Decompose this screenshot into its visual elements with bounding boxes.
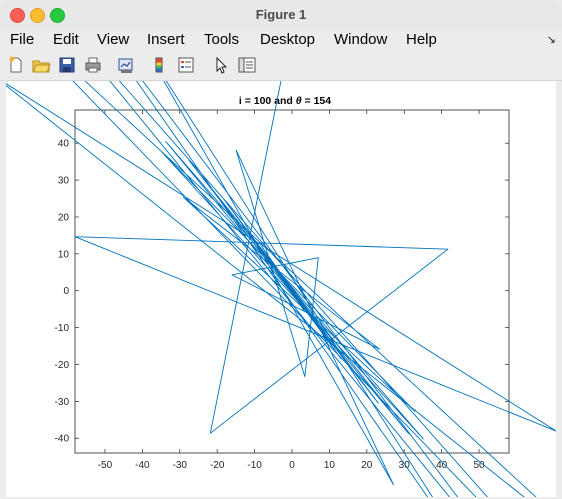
x-tick-label: 50 — [474, 460, 486, 471]
y-tick-label: -20 — [55, 360, 70, 371]
menu-edit[interactable]: Edit — [53, 31, 79, 48]
x-tick-label: 0 — [289, 460, 295, 471]
y-tick-label: -40 — [55, 434, 70, 445]
menu-tools[interactable]: Tools — [204, 31, 240, 48]
toolbar — [0, 51, 562, 81]
chart-title-suffix: = 154 — [302, 95, 332, 107]
x-tick-label: 20 — [361, 460, 373, 471]
right-edge — [556, 81, 562, 497]
y-tick-label: -10 — [55, 323, 70, 334]
print-icon[interactable] — [83, 55, 103, 75]
pointer-icon[interactable] — [211, 55, 231, 75]
y-tick-label: 20 — [58, 212, 70, 223]
y-tick-label: -30 — [55, 397, 70, 408]
minimize-window-button[interactable] — [30, 8, 45, 23]
new-figure-icon[interactable] — [6, 55, 26, 75]
y-tick-label: 10 — [58, 249, 70, 260]
menu-bar: File Edit View Insert Tools Desktop Wind… — [0, 30, 562, 50]
x-tick-label: 10 — [324, 460, 336, 471]
x-tick-label: -10 — [247, 460, 262, 471]
plot-svg: i = 100 and θ = 154 -50 -40 -30 -20 -10 0 10 20… — [6, 81, 556, 497]
series-layer — [6, 81, 556, 497]
open-file-icon[interactable] — [31, 55, 51, 75]
menu-file[interactable]: File — [10, 31, 35, 48]
colorbar-icon[interactable] — [149, 55, 169, 75]
x-tick-label: -50 — [98, 460, 113, 471]
menu-desktop[interactable]: Desktop — [260, 31, 316, 48]
title-bar: Figure 1 — [0, 0, 562, 31]
maximize-window-button[interactable] — [50, 8, 65, 23]
y-tick-label: 30 — [58, 176, 70, 187]
y-tick-label: 40 — [58, 139, 70, 150]
window-title: Figure 1 — [255, 7, 307, 22]
property-editor-icon[interactable] — [237, 55, 257, 75]
x-tick-label: 30 — [399, 460, 411, 471]
menu-insert[interactable]: Insert — [147, 31, 185, 48]
toolbar-dock-arrow-icon[interactable]: ↘ — [546, 34, 556, 46]
menu-window[interactable]: Window — [334, 31, 388, 48]
figure-canvas[interactable]: i = 100 and θ = 154 -50 -40 -30 -20 -10 0 10 20… — [6, 81, 556, 497]
y-axis: 40 30 20 10 0 -10 -20 -30 -40 — [55, 139, 509, 445]
y-tick-label: 0 — [63, 286, 69, 297]
chart-title: i = 100 and θ = 154 — [239, 95, 331, 107]
x-tick-label: 40 — [436, 460, 448, 471]
save-icon[interactable] — [57, 55, 77, 75]
series-line[interactable] — [6, 81, 556, 497]
x-axis: -50 -40 -30 -20 -10 0 10 20 30 40 50 — [98, 110, 485, 471]
close-window-button[interactable] — [10, 8, 25, 23]
menu-help[interactable]: Help — [406, 31, 437, 48]
x-tick-label: -20 — [210, 460, 225, 471]
link-plot-icon[interactable] — [116, 55, 136, 75]
menu-view[interactable]: View — [97, 31, 130, 48]
x-tick-label: -40 — [135, 460, 150, 471]
x-tick-label: -30 — [173, 460, 188, 471]
chart-title-prefix: i = 100 and — [239, 95, 296, 107]
legend-icon[interactable] — [176, 55, 196, 75]
left-edge — [0, 81, 6, 497]
chart-title-theta: θ — [296, 95, 302, 107]
